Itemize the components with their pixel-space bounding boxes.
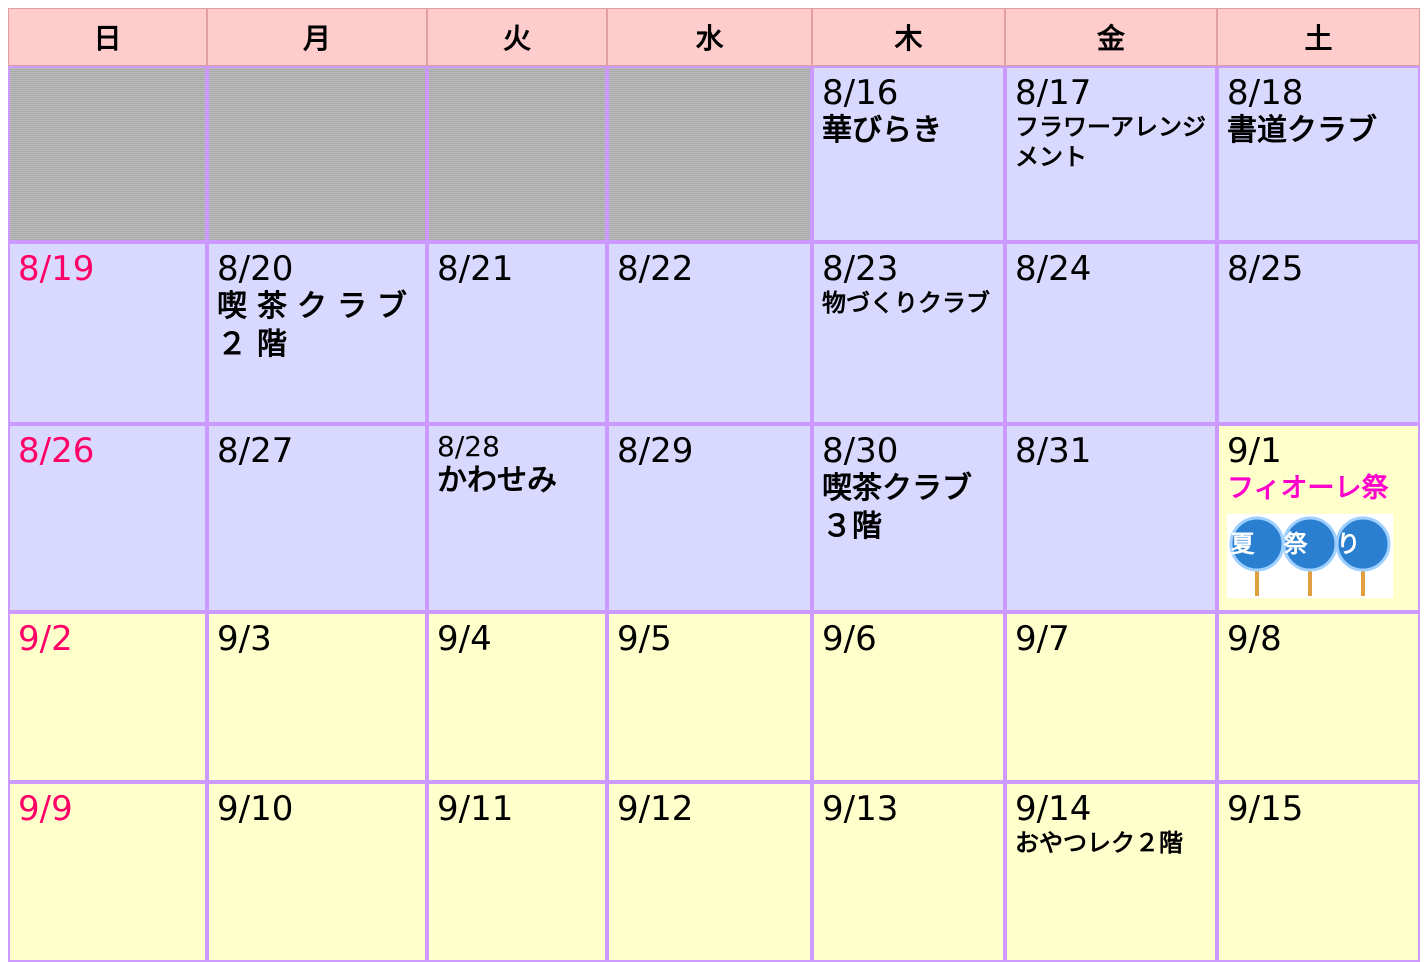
- date: 9/12: [617, 789, 694, 829]
- date: 9/14: [1015, 789, 1092, 829]
- empty-cell: [607, 66, 812, 242]
- date: 8/22: [617, 249, 694, 289]
- event: フィオーレ祭: [1227, 473, 1389, 504]
- day-cell: 9/9: [8, 782, 207, 962]
- day-cell: 9/3: [207, 612, 427, 782]
- event: おやつレク２階: [1015, 829, 1183, 857]
- day-cell: 9/5: [607, 612, 812, 782]
- date: 9/5: [617, 619, 672, 659]
- date: 8/24: [1015, 249, 1092, 289]
- date: 8/31: [1015, 431, 1092, 471]
- day-cell: 9/11: [427, 782, 607, 962]
- day-cell: 9/12: [607, 782, 812, 962]
- day-cell: 8/30 喫茶クラブ３階: [812, 424, 1005, 612]
- event: 物づくりクラブ: [822, 289, 990, 317]
- date: 8/26: [18, 431, 95, 471]
- date: 9/6: [822, 619, 877, 659]
- day-cell: 8/26: [8, 424, 207, 612]
- date: 9/15: [1227, 789, 1304, 829]
- day-cell: 8/28 かわせみ: [427, 424, 607, 612]
- date: 8/16: [822, 73, 899, 113]
- day-header: 金: [1005, 8, 1217, 66]
- day-cell: 9/14 おやつレク２階: [1005, 782, 1217, 962]
- day-header: 月: [207, 8, 427, 66]
- date: 8/28: [437, 430, 500, 463]
- day-cell: 9/2: [8, 612, 207, 782]
- event: フラワーアレンジメント: [1015, 113, 1207, 171]
- day-cell: 9/8: [1217, 612, 1420, 782]
- date: 9/3: [217, 619, 272, 659]
- date: 8/29: [617, 431, 694, 471]
- empty-cell: [8, 66, 207, 242]
- day-cell: 9/13: [812, 782, 1005, 962]
- date: 9/9: [18, 789, 73, 829]
- day-cell: 9/10: [207, 782, 427, 962]
- date: 9/11: [437, 789, 514, 829]
- date: 8/20: [217, 249, 294, 289]
- day-cell: 8/31: [1005, 424, 1217, 612]
- date: 8/25: [1227, 249, 1304, 289]
- day-cell: 8/20 喫茶クラブ２階: [207, 242, 427, 424]
- empty-cell: [207, 66, 427, 242]
- date: 9/13: [822, 789, 899, 829]
- date: 8/19: [18, 249, 95, 289]
- day-cell: 8/29: [607, 424, 812, 612]
- day-cell: 8/24: [1005, 242, 1217, 424]
- date: 8/30: [822, 431, 899, 471]
- day-cell: 8/25: [1217, 242, 1420, 424]
- date: 8/21: [437, 249, 514, 289]
- date: 9/4: [437, 619, 492, 659]
- event: 喫茶クラブ３階: [822, 471, 972, 544]
- image-text: 夏祭り: [1231, 530, 1390, 558]
- day-cell: 9/4: [427, 612, 607, 782]
- event: かわせみ: [437, 463, 557, 498]
- day-cell: 8/17 フラワーアレンジメント: [1005, 66, 1217, 242]
- event: 書道クラブ: [1227, 113, 1377, 148]
- day-cell: 8/22: [607, 242, 812, 424]
- date: 8/23: [822, 249, 899, 289]
- day-cell: 8/16 華びらき: [812, 66, 1005, 242]
- date: 9/10: [217, 789, 294, 829]
- date: 8/27: [217, 431, 294, 471]
- day-cell: 9/15: [1217, 782, 1420, 962]
- day-header: 木: [812, 8, 1005, 66]
- day-cell: 8/23 物づくりクラブ: [812, 242, 1005, 424]
- date: 9/2: [18, 619, 73, 659]
- day-cell: 9/1 フィオーレ祭 夏祭り: [1217, 424, 1420, 612]
- day-header: 土: [1217, 8, 1420, 66]
- date: 9/7: [1015, 619, 1070, 659]
- event: 喫茶クラブ２階: [217, 289, 417, 362]
- date: 8/18: [1227, 73, 1304, 113]
- date: 8/17: [1015, 73, 1092, 113]
- empty-cell: [427, 66, 607, 242]
- event: 華びらき: [822, 113, 942, 148]
- day-cell: 9/6: [812, 612, 1005, 782]
- day-header: 火: [427, 8, 607, 66]
- day-cell: 8/21: [427, 242, 607, 424]
- day-header: 日: [8, 8, 207, 66]
- day-cell: 8/27: [207, 424, 427, 612]
- day-header: 水: [607, 8, 812, 66]
- day-cell: 8/19: [8, 242, 207, 424]
- day-cell: 9/7: [1005, 612, 1217, 782]
- festival-image: 夏祭り: [1227, 514, 1393, 598]
- date: 9/8: [1227, 619, 1282, 659]
- day-cell: 8/18 書道クラブ: [1217, 66, 1420, 242]
- date: 9/1: [1227, 431, 1282, 471]
